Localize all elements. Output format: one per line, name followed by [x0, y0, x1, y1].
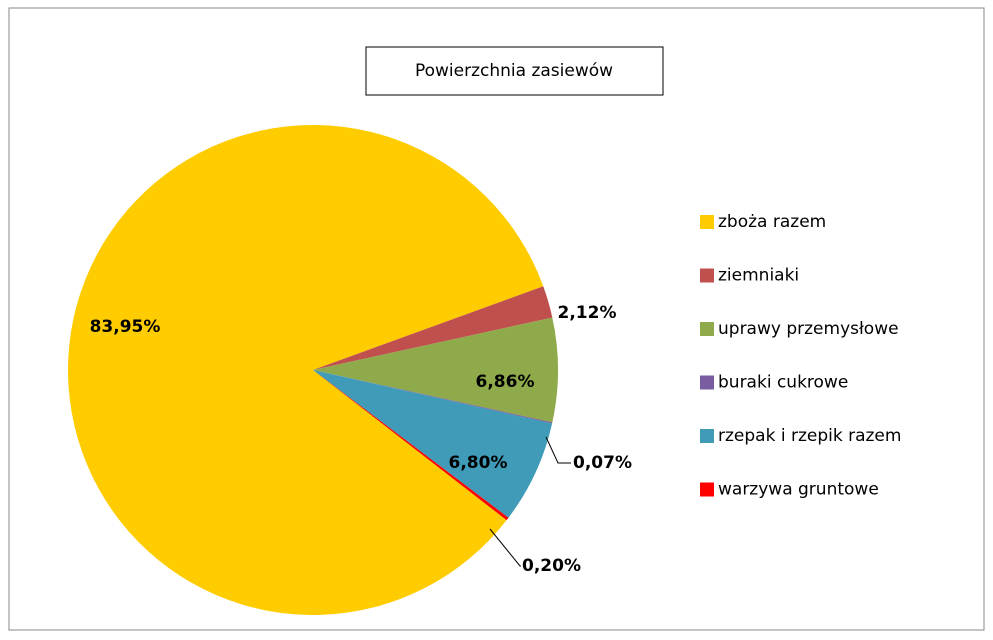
legend-swatch — [700, 322, 714, 336]
pie-slice — [313, 370, 509, 521]
pie-slice — [313, 370, 553, 424]
pie-slice — [67, 124, 544, 615]
legend-swatch — [700, 482, 714, 497]
leader-line — [545, 436, 571, 464]
leader-line — [489, 528, 521, 567]
legend-label: zboża razem — [718, 212, 826, 232]
pie-slice — [313, 317, 558, 423]
pie-slice — [313, 286, 553, 370]
legend-swatch — [700, 215, 714, 229]
data-label: 0,07% — [573, 453, 632, 473]
chart-title: Powierzchnia zasiewów — [415, 61, 613, 81]
title-box — [365, 46, 664, 96]
pie-slice — [313, 370, 553, 518]
legend-label: ziemniaki — [718, 266, 799, 286]
legend-label: rzepak i rzepik razem — [718, 426, 901, 446]
data-label: 2,12% — [558, 303, 617, 323]
data-label: 0,20% — [522, 556, 581, 576]
legend-label: warzywa gruntowe — [718, 480, 879, 500]
data-label: 83,95% — [90, 317, 161, 337]
legend-label: uprawy przemysłowe — [718, 319, 899, 339]
legend-swatch — [700, 429, 714, 443]
legend-swatch — [700, 268, 714, 283]
legend-swatch — [700, 375, 714, 390]
data-label: 6,86% — [476, 372, 535, 392]
data-label: 6,80% — [449, 453, 508, 473]
legend-label: buraki cukrowe — [718, 373, 848, 393]
